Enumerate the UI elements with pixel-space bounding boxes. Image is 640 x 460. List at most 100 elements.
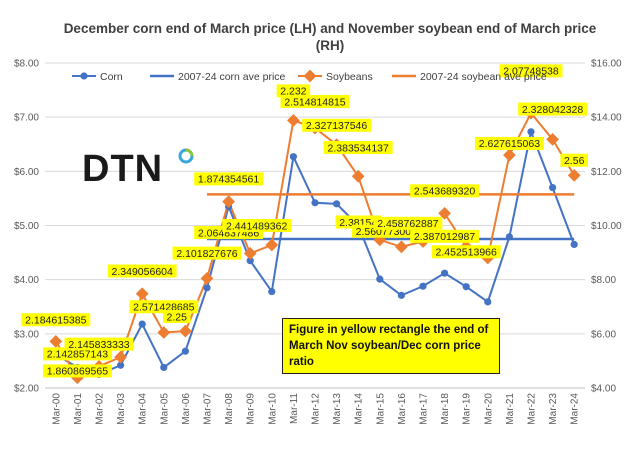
corn-point (160, 363, 168, 372)
y-right-tick-label: $14.00 (591, 113, 622, 124)
ratio-label-text: 2.514814815 (284, 96, 345, 108)
logo-text: DTN (82, 148, 164, 190)
legend-label: 2007-24 soybean ave price (420, 71, 547, 83)
soybean-point (135, 287, 149, 301)
ratio-label-text: 2.441489362 (226, 220, 287, 232)
ratio-label-text: 2.184615385 (25, 315, 86, 327)
x-tick-label: Mar-13 (332, 393, 343, 425)
ratio-label-bg (42, 364, 112, 378)
ratio-label: 2.184615385 (21, 313, 91, 327)
soybean-point (395, 240, 408, 254)
ratio-label-text: 1.860869565 (47, 366, 108, 378)
corn-point (117, 361, 125, 369)
corn-point (268, 287, 276, 296)
ratio-label-text: 2.101827676 (176, 248, 237, 260)
ratio-label-bg (280, 94, 350, 108)
corn-point (333, 200, 341, 208)
ratio-label: 2.07748538 (499, 64, 563, 78)
soybean-point (114, 350, 127, 364)
ratio-label-text: 2.145833333 (68, 339, 129, 351)
ratio-label-bg (560, 153, 588, 167)
x-tick-label: Mar-07 (203, 393, 214, 425)
x-tick-label: Mar-10 (267, 393, 278, 425)
legend-item: 2007-24 soybean ave price (392, 71, 547, 83)
ratio-label: 2.383534137 (323, 141, 393, 154)
y-left-tick-label: $7.00 (14, 113, 39, 124)
ratio-label-bg (323, 141, 393, 154)
y-right-tick-label: $10.00 (591, 221, 622, 232)
ratio-label-bg (276, 84, 311, 98)
legend-item: Soybeans (298, 69, 373, 83)
x-tick-label: Mar-23 (548, 393, 559, 425)
x-tick-label: Mar-08 (224, 393, 235, 425)
y-left-tick-label: $2.00 (14, 384, 39, 395)
x-tick-label: Mar-19 (462, 393, 473, 425)
x-tick-label: Mar-16 (397, 393, 408, 425)
ratio-label-bg (410, 229, 480, 243)
ratio-label-text: 2.349056604 (112, 266, 173, 278)
ratio-label: 2.232 (276, 84, 311, 98)
x-tick-label: Mar-00 (51, 393, 62, 425)
ratio-label: 2.349056604 (107, 264, 177, 278)
ratio-label-text: 2.25 (167, 311, 188, 323)
ratio-label-bg (107, 264, 177, 278)
ratio-label-text: 2.327137546 (306, 120, 367, 132)
soybean-point (200, 271, 214, 285)
corn-point (376, 275, 384, 283)
ratio-label: 2.543689320 (410, 184, 480, 198)
soybean-point (438, 206, 451, 220)
ratio-label: 2.627615063 (474, 136, 544, 150)
ratio-label: 2.452513966 (431, 245, 501, 259)
ratio-label: 2.458762887 (373, 216, 443, 230)
x-tick-label: Mar-03 (116, 393, 127, 425)
ratio-label-text: 2.452513966 (436, 247, 497, 259)
x-tick-label: Mar-18 (440, 393, 451, 425)
corn-point (203, 284, 211, 292)
ratio-label-text: 2.627615063 (479, 138, 540, 150)
x-tick-label: Mar-11 (289, 393, 300, 424)
ratio-label-text: 2.458762887 (377, 218, 438, 230)
corn-point (246, 257, 254, 265)
y-right-tick-label: $6.00 (591, 329, 616, 340)
x-tick-label: Mar-02 (95, 393, 106, 425)
ratio-label-bg (172, 246, 242, 260)
ratio-label-bg (64, 337, 134, 351)
ratio-label-text: 2.383534137 (328, 142, 389, 154)
legend-label: Soybeans (326, 71, 373, 83)
ratio-label-text: 2.543689320 (414, 186, 475, 198)
soybean-point (222, 195, 235, 209)
ratio-label: 1.874354561 (194, 172, 264, 186)
ratio-label-bg (194, 172, 264, 186)
x-tick-label: Mar-06 (181, 393, 192, 425)
ratio-label-text: 2.56 (564, 155, 585, 167)
ratio-label-bg (21, 313, 91, 327)
legend-label: 2007-24 corn ave price (178, 71, 286, 83)
y-left-tick-label: $4.00 (14, 275, 39, 286)
soybean-point (265, 238, 279, 252)
ratio-label-bg (431, 245, 501, 259)
chart-title: December corn end of March price (LH) an… (63, 21, 597, 53)
corn-point (441, 269, 449, 277)
ratio-label-text: 2.142857143 (47, 349, 108, 361)
x-tick-label: Mar-14 (354, 393, 365, 425)
y-left-tick-label: $8.00 (14, 59, 39, 70)
ratio-label-text: 2.328042328 (522, 104, 583, 116)
soybean-point (49, 335, 63, 348)
corn-point (397, 291, 405, 299)
x-tick-label: Mar-01 (73, 393, 84, 425)
x-tick-label: Mar-15 (375, 393, 386, 425)
x-tick-label: Mar-24 (570, 393, 581, 425)
x-tick-label: Mar-04 (138, 393, 149, 425)
corn-point (419, 282, 427, 290)
ratio-label-bg (518, 102, 588, 116)
soybean-point (179, 324, 192, 338)
x-tick-label: Mar-12 (311, 393, 322, 425)
legend-item: Corn (72, 71, 123, 83)
y-left-tick-label: $5.00 (14, 221, 39, 232)
ratio-label-bg (302, 118, 372, 132)
dtn-logo: DTN (82, 148, 194, 191)
legend-label: Corn (100, 71, 123, 83)
corn-point (289, 153, 297, 161)
soybean-point (503, 148, 516, 162)
ratio-label: 2.25 (162, 310, 191, 323)
